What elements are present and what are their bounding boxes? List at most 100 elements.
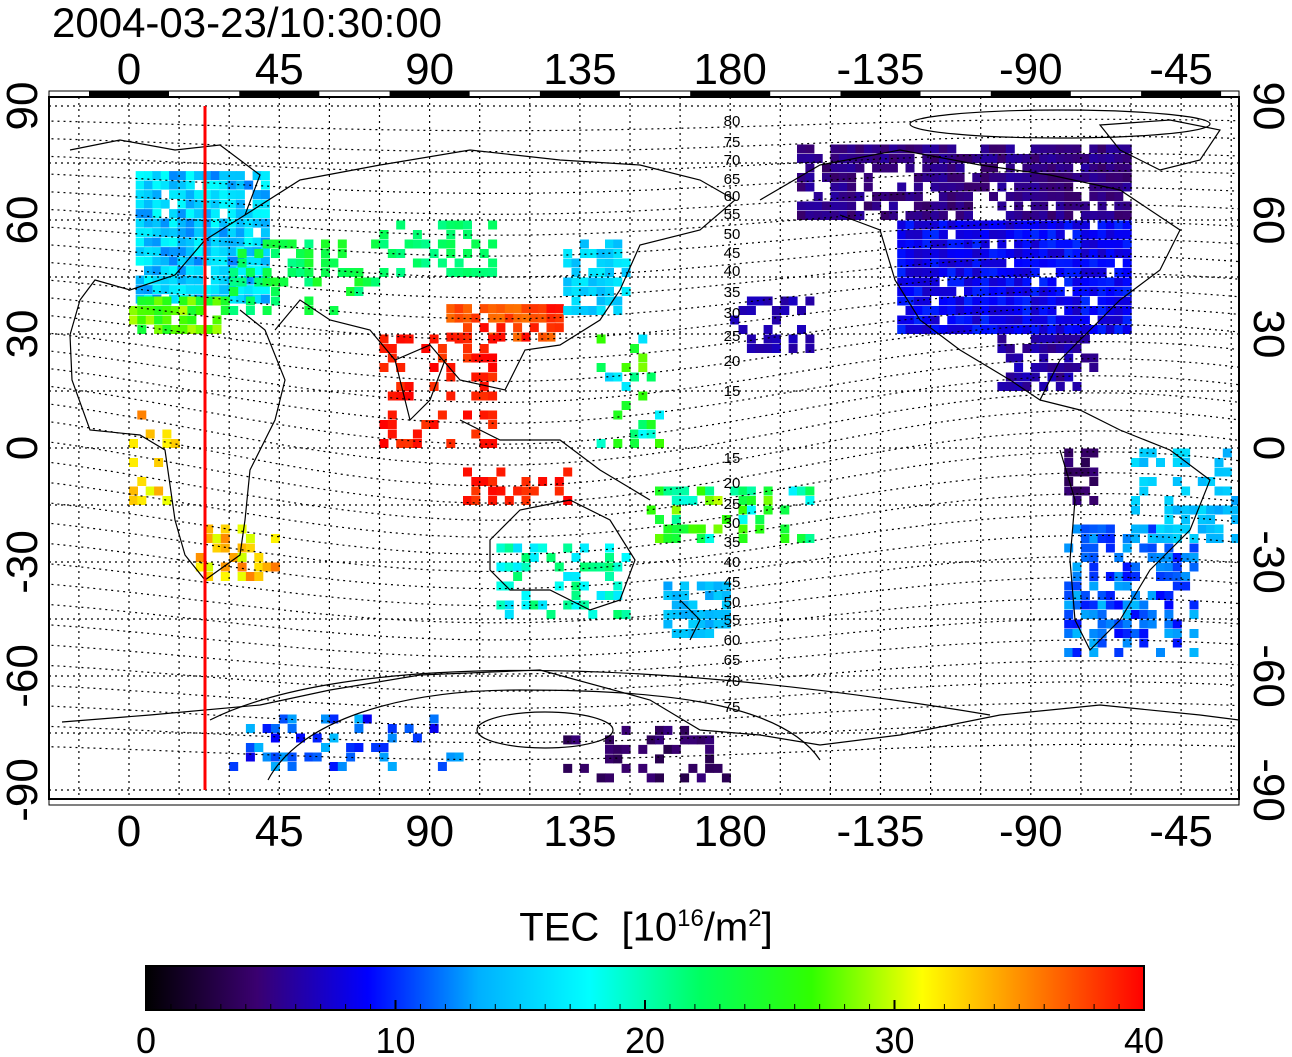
tec-cell bbox=[1047, 258, 1057, 268]
tec-cell bbox=[463, 304, 472, 314]
tec-cell bbox=[955, 163, 965, 173]
tec-cell bbox=[596, 287, 606, 296]
tec-cell bbox=[930, 315, 940, 325]
tec-cell bbox=[195, 296, 205, 306]
tec-cell bbox=[980, 182, 990, 192]
tec-cell bbox=[989, 249, 998, 258]
tec-cell bbox=[437, 410, 447, 420]
tec-cell bbox=[252, 237, 262, 247]
tec-cell bbox=[1039, 344, 1049, 353]
tec-cell bbox=[905, 325, 915, 334]
tec-cell bbox=[463, 353, 472, 363]
tec-cell bbox=[185, 218, 195, 228]
magnetic-contours bbox=[49, 109, 1239, 781]
tec-cell bbox=[1172, 572, 1182, 581]
tec-cell bbox=[605, 277, 614, 287]
tec-cell bbox=[922, 325, 932, 334]
tec-cell bbox=[989, 306, 998, 315]
tec-cell bbox=[1105, 192, 1115, 201]
tec-cell bbox=[671, 486, 681, 496]
tec-cell bbox=[145, 306, 155, 315]
tec-cell bbox=[1280, 285, 1289, 294]
tec-cell bbox=[220, 562, 230, 572]
tec-cell bbox=[997, 344, 1007, 353]
frame-tick-top bbox=[1141, 91, 1222, 97]
tec-cell bbox=[1181, 524, 1191, 534]
tec-cell bbox=[972, 220, 982, 230]
tec-cell bbox=[379, 334, 389, 344]
tec-cell bbox=[471, 486, 481, 496]
tec-cell bbox=[479, 439, 489, 448]
tec-cell bbox=[1055, 344, 1065, 353]
tec-cell bbox=[279, 239, 289, 249]
contour-label: 70 bbox=[724, 152, 741, 169]
tec-cell bbox=[479, 249, 489, 258]
tec-cell bbox=[237, 249, 247, 258]
tec-cell bbox=[1114, 306, 1124, 315]
tec-cell bbox=[980, 296, 990, 306]
tec-cell bbox=[185, 266, 195, 276]
tec-cell bbox=[1039, 363, 1049, 372]
tec-cell bbox=[154, 315, 164, 325]
coastline bbox=[679, 599, 701, 641]
tec-cell bbox=[663, 591, 673, 600]
tec-cell bbox=[446, 332, 456, 342]
tec-cell bbox=[312, 277, 322, 287]
tec-cell bbox=[980, 287, 990, 296]
tec-cell bbox=[671, 610, 681, 619]
tec-cell bbox=[177, 199, 187, 209]
tec-cell bbox=[1231, 505, 1239, 515]
tec-cell bbox=[169, 266, 179, 276]
tec-cell bbox=[160, 218, 170, 228]
frame-ticks bbox=[48, 90, 1240, 806]
frame-tick-top bbox=[990, 91, 1071, 97]
tec-cell bbox=[1164, 524, 1174, 534]
tec-cell bbox=[1005, 163, 1015, 173]
tec-cell bbox=[504, 600, 514, 610]
tec-cell bbox=[1080, 458, 1090, 467]
tec-cell bbox=[997, 268, 1007, 277]
tec-cell bbox=[1080, 277, 1090, 287]
tec-cell bbox=[605, 296, 614, 306]
tec-cell bbox=[579, 562, 589, 572]
tec-cell bbox=[1097, 591, 1107, 600]
contour-label: 60 bbox=[724, 632, 741, 649]
tec-cell bbox=[1047, 296, 1057, 306]
tec-cell bbox=[429, 714, 439, 724]
tec-cell bbox=[195, 553, 205, 562]
tec-cell bbox=[989, 325, 998, 334]
tec-cell bbox=[244, 285, 254, 295]
tec-cell bbox=[1014, 353, 1024, 363]
tec-cell bbox=[262, 277, 272, 287]
frame-tick-top bbox=[389, 91, 470, 97]
tec-cell bbox=[210, 190, 220, 200]
tec-cell bbox=[1139, 486, 1149, 496]
tec-cell bbox=[1072, 154, 1082, 163]
tec-cell bbox=[596, 277, 606, 287]
tec-cell bbox=[496, 467, 506, 477]
tec-cell bbox=[671, 524, 681, 534]
tec-cell bbox=[321, 714, 330, 724]
tec-cell bbox=[830, 163, 840, 173]
tec-cell bbox=[1156, 553, 1165, 562]
tec-cell bbox=[1022, 325, 1032, 334]
tec-cell bbox=[169, 256, 179, 266]
tec-cell bbox=[989, 296, 998, 306]
tec-cell bbox=[1105, 543, 1115, 553]
lon-label-bottom: 45 bbox=[255, 807, 304, 856]
tec-cell bbox=[145, 486, 155, 496]
colorbar-tick-label: 10 bbox=[375, 1020, 415, 1057]
tec-cell bbox=[797, 486, 806, 496]
tec-cell bbox=[170, 325, 180, 334]
tec-cell bbox=[287, 762, 297, 771]
tec-cell bbox=[947, 306, 957, 315]
frame-tick-top bbox=[89, 91, 169, 97]
tec-cell bbox=[1072, 629, 1082, 638]
tec-cell bbox=[1164, 515, 1174, 524]
contour-line bbox=[49, 238, 1239, 278]
tec-cell bbox=[446, 752, 456, 762]
tec-cell bbox=[1080, 211, 1090, 220]
tec-cell bbox=[254, 553, 264, 562]
tec-cell bbox=[964, 315, 973, 325]
tec-cell bbox=[955, 258, 965, 268]
